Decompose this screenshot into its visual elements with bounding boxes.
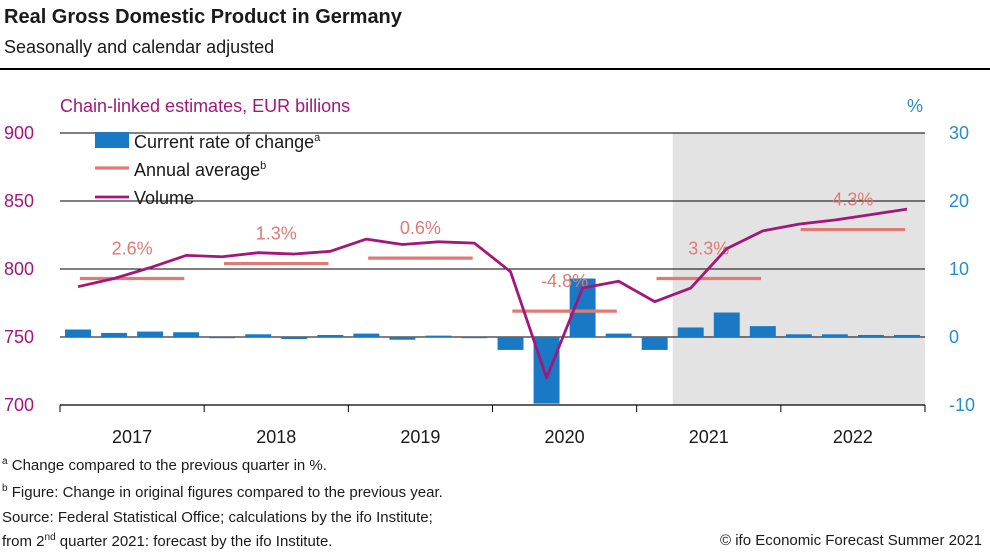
right-axis-label: % [907,96,923,116]
rate-of-change-bar [749,326,776,337]
left-tick-label: 800 [4,259,34,279]
rate-of-change-bar [65,329,91,337]
rate-of-change-bar [857,334,884,337]
forecast-note-sup: nd [44,532,56,543]
x-tick-label: 2018 [256,427,296,447]
annual-average-label: 1.3% [256,224,297,244]
footnote-b: b Figure: Change in original figures com… [2,483,443,501]
rate-of-change-bar [173,332,200,337]
title-divider [0,68,990,70]
annual-average-label: -4.8% [541,271,588,291]
right-tick-label: 10 [949,259,969,279]
left-tick-label: 900 [4,123,34,143]
forecast-note: from 2nd quarter 2021: forecast by the i… [2,532,332,550]
legend-bars-label: Current rate of changea [134,132,321,152]
annual-average-label: 3.3% [688,239,729,259]
left-tick-label: 750 [4,327,34,347]
rate-of-change-bar [821,334,848,337]
left-tick-label: 850 [4,191,34,211]
footnote-b-text: Figure: Change in original figures compa… [11,484,443,501]
x-tick-label: 2019 [400,427,440,447]
rate-of-change-bar [894,334,920,337]
x-tick-label: 2020 [545,427,585,447]
rate-of-change-bar [497,337,524,350]
volume-line [77,207,908,380]
chart-title: Real Gross Domestic Product in Germany [4,6,402,28]
copyright-note: © ifo Economic Forecast Summer 2021 [720,532,982,549]
annual-average-label: 0.6% [400,218,441,238]
x-tick-label: 2022 [833,427,873,447]
rate-of-change-bar [317,334,344,337]
legend-bars-swatch [95,132,129,148]
chart-subtitle: Seasonally and calendar adjusted [4,37,275,57]
rate-of-change-bar [425,335,452,337]
x-tick-label: 2017 [112,427,152,447]
source-note: Source: Federal Statistical Office; calc… [2,509,433,526]
footnote-b-marker: b [2,483,8,494]
legend-volume-label: Volume [134,188,194,208]
rate-of-change-bar [137,331,164,337]
right-tick-label: 0 [949,327,959,347]
rate-of-change-bar [389,337,416,340]
rate-of-change-bar [101,332,128,337]
footnote-a-text: Change compared to the previous quarter … [11,457,327,474]
right-tick-label: -10 [949,395,975,415]
rate-of-change-bar [713,312,740,337]
rate-of-change-bar [641,337,668,350]
annual-average-label: 2.6% [112,239,153,259]
rate-of-change-bar [605,333,632,337]
annual-average-label: 4.3% [832,190,873,210]
rate-of-change-bar [461,337,488,339]
left-axis-label: Chain-linked estimates, EUR billions [60,96,350,116]
right-tick-label: 20 [949,191,969,211]
x-tick-label: 2021 [689,427,729,447]
footnote-a: a Change compared to the previous quarte… [2,456,327,474]
right-tick-label: 30 [949,123,969,143]
left-tick-label: 700 [4,395,34,415]
rate-of-change-bar [281,337,308,340]
rate-of-change-bar [353,333,380,337]
legend-annual-label: Annual averageb [134,160,266,180]
footnote-a-marker: a [2,456,8,467]
rate-of-change-bar [209,337,236,339]
rate-of-change-bar [785,334,812,337]
forecast-note-post: quarter 2021: forecast by the ifo Instit… [55,533,333,550]
forecast-note-pre: from 2 [2,533,45,550]
rate-of-change-bar [677,327,704,337]
rate-of-change-bar [245,334,272,337]
